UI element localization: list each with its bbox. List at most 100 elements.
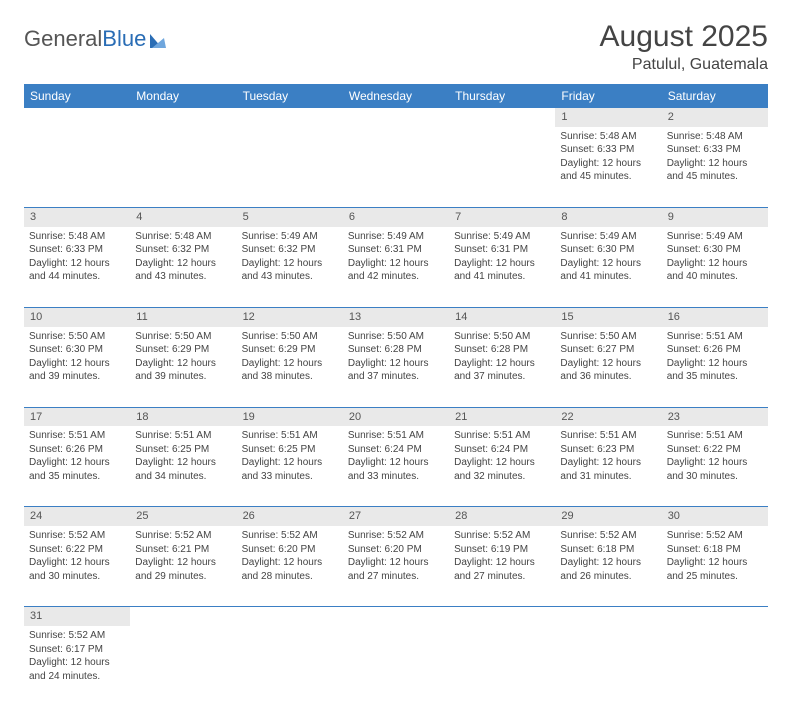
day-detail-line: Sunrise: 5:52 AM [29, 529, 125, 543]
day-detail-line: and 41 minutes. [560, 270, 656, 284]
day-cell: Sunrise: 5:48 AMSunset: 6:33 PMDaylight:… [662, 127, 768, 208]
day-detail-line: Sunset: 6:23 PM [560, 443, 656, 457]
calendar-header-row: SundayMondayTuesdayWednesdayThursdayFrid… [24, 84, 768, 108]
day-cell: Sunrise: 5:49 AMSunset: 6:30 PMDaylight:… [555, 227, 661, 308]
day-detail-line: Sunset: 6:18 PM [667, 543, 763, 557]
day-content-row: Sunrise: 5:50 AM Sunset: 6:30 PM Daylight:… [24, 327, 768, 408]
day-cell: Sunrise: 5:52 AMSunset: 6:18 PMDaylight:… [662, 526, 768, 607]
brand-text-part1: General [24, 26, 102, 52]
day-number-cell [555, 607, 661, 626]
day-detail-line: and 45 minutes. [667, 170, 763, 184]
day-detail-line: Sunset: 6:30 PM [29, 343, 125, 357]
day-detail-line: Sunrise: 5:52 AM [242, 529, 338, 543]
day-detail-line: Sunset: 6:33 PM [560, 143, 656, 157]
day-detail-line: Sunrise: 5:49 AM [348, 230, 444, 244]
day-number-cell [449, 607, 555, 626]
day-detail-line: Daylight: 12 hours [667, 157, 763, 171]
day-detail-line: Sunrise: 5:51 AM [242, 429, 338, 443]
day-number-cell [130, 108, 236, 127]
day-number-cell: 23 [662, 407, 768, 426]
day-detail-line: Sunset: 6:24 PM [454, 443, 550, 457]
day-number-cell: 2 [662, 108, 768, 127]
day-number-row: 17181920212223 [24, 407, 768, 426]
day-cell: Sunrise: 5:50 AMSunset: 6:27 PMDaylight:… [555, 327, 661, 408]
day-detail-line: Sunset: 6:20 PM [348, 543, 444, 557]
weekday-header: Saturday [662, 84, 768, 108]
day-number-cell: 20 [343, 407, 449, 426]
location-label: Patulul, Guatemala [600, 56, 768, 74]
weekday-header: Monday [130, 84, 236, 108]
day-number-cell: 27 [343, 507, 449, 526]
day-cell: Sunrise: 5:52 AMSunset: 6:22 PMDaylight:… [24, 526, 130, 607]
day-number-cell: 7 [449, 207, 555, 226]
day-detail-line: and 30 minutes. [29, 570, 125, 584]
day-cell [343, 626, 449, 706]
day-number-cell: 4 [130, 207, 236, 226]
day-detail-line: Daylight: 12 hours [454, 556, 550, 570]
day-detail-line: Sunset: 6:19 PM [454, 543, 550, 557]
day-detail-line: Sunset: 6:33 PM [667, 143, 763, 157]
day-detail-line: and 41 minutes. [454, 270, 550, 284]
day-detail-line: Daylight: 12 hours [667, 456, 763, 470]
day-cell: Sunrise: 5:52 AMSunset: 6:18 PMDaylight:… [555, 526, 661, 607]
weekday-header: Wednesday [343, 84, 449, 108]
day-cell: Sunrise: 5:52 AMSunset: 6:17 PMDaylight:… [24, 626, 130, 706]
day-detail-line: Daylight: 12 hours [135, 456, 231, 470]
day-detail-line: Sunrise: 5:49 AM [454, 230, 550, 244]
day-cell: Sunrise: 5:48 AMSunset: 6:33 PMDaylight:… [555, 127, 661, 208]
day-detail-line: Sunset: 6:28 PM [348, 343, 444, 357]
day-detail-line: Sunset: 6:32 PM [242, 243, 338, 257]
day-number-row: 31 [24, 607, 768, 626]
day-detail-line: Sunrise: 5:52 AM [560, 529, 656, 543]
day-cell: Sunrise: 5:50 AMSunset: 6:28 PMDaylight:… [449, 327, 555, 408]
weekday-header: Tuesday [237, 84, 343, 108]
day-detail-line: Sunrise: 5:49 AM [560, 230, 656, 244]
day-detail-line: Daylight: 12 hours [667, 556, 763, 570]
day-cell: Sunrise: 5:49 AMSunset: 6:32 PMDaylight:… [237, 227, 343, 308]
day-cell: Sunrise: 5:51 AMSunset: 6:24 PMDaylight:… [343, 426, 449, 507]
day-detail-line: and 37 minutes. [348, 370, 444, 384]
day-detail-line: Daylight: 12 hours [29, 257, 125, 271]
day-detail-line: Sunset: 6:28 PM [454, 343, 550, 357]
day-number-cell: 14 [449, 307, 555, 326]
day-detail-line: Daylight: 12 hours [29, 656, 125, 670]
day-detail-line: Sunrise: 5:51 AM [348, 429, 444, 443]
day-detail-line: and 38 minutes. [242, 370, 338, 384]
day-detail-line: Sunrise: 5:48 AM [135, 230, 231, 244]
day-detail-line: Daylight: 12 hours [242, 357, 338, 371]
day-detail-line: Sunrise: 5:48 AM [667, 130, 763, 144]
day-detail-line: Daylight: 12 hours [560, 157, 656, 171]
day-detail-line: Sunset: 6:26 PM [29, 443, 125, 457]
day-detail-line: Daylight: 12 hours [454, 456, 550, 470]
day-cell: Sunrise: 5:48 AMSunset: 6:32 PMDaylight:… [130, 227, 236, 308]
day-detail-line: and 43 minutes. [135, 270, 231, 284]
day-number-cell: 6 [343, 207, 449, 226]
brand-logo: GeneralBlue [24, 26, 168, 52]
day-detail-line: and 27 minutes. [454, 570, 550, 584]
day-detail-line: Sunrise: 5:51 AM [135, 429, 231, 443]
day-detail-line: Sunrise: 5:52 AM [29, 629, 125, 643]
weekday-header: Thursday [449, 84, 555, 108]
day-cell [237, 626, 343, 706]
day-detail-line: Daylight: 12 hours [667, 357, 763, 371]
day-detail-line: Daylight: 12 hours [560, 556, 656, 570]
day-detail-line: Daylight: 12 hours [29, 456, 125, 470]
day-cell: Sunrise: 5:52 AMSunset: 6:20 PMDaylight:… [237, 526, 343, 607]
day-detail-line: Daylight: 12 hours [29, 556, 125, 570]
day-detail-line: and 33 minutes. [348, 470, 444, 484]
day-number-cell: 9 [662, 207, 768, 226]
day-detail-line: and 31 minutes. [560, 470, 656, 484]
day-detail-line: Sunset: 6:29 PM [135, 343, 231, 357]
day-detail-line: and 27 minutes. [348, 570, 444, 584]
day-detail-line: and 39 minutes. [135, 370, 231, 384]
day-detail-line: Sunrise: 5:50 AM [454, 330, 550, 344]
day-number-cell [24, 108, 130, 127]
day-cell: Sunrise: 5:51 AMSunset: 6:25 PMDaylight:… [237, 426, 343, 507]
day-number-cell: 11 [130, 307, 236, 326]
day-cell: Sunrise: 5:49 AMSunset: 6:31 PMDaylight:… [449, 227, 555, 308]
day-number-cell [237, 607, 343, 626]
day-cell: Sunrise: 5:52 AMSunset: 6:19 PMDaylight:… [449, 526, 555, 607]
day-detail-line: and 37 minutes. [454, 370, 550, 384]
day-detail-line: Daylight: 12 hours [135, 257, 231, 271]
day-number-cell: 15 [555, 307, 661, 326]
